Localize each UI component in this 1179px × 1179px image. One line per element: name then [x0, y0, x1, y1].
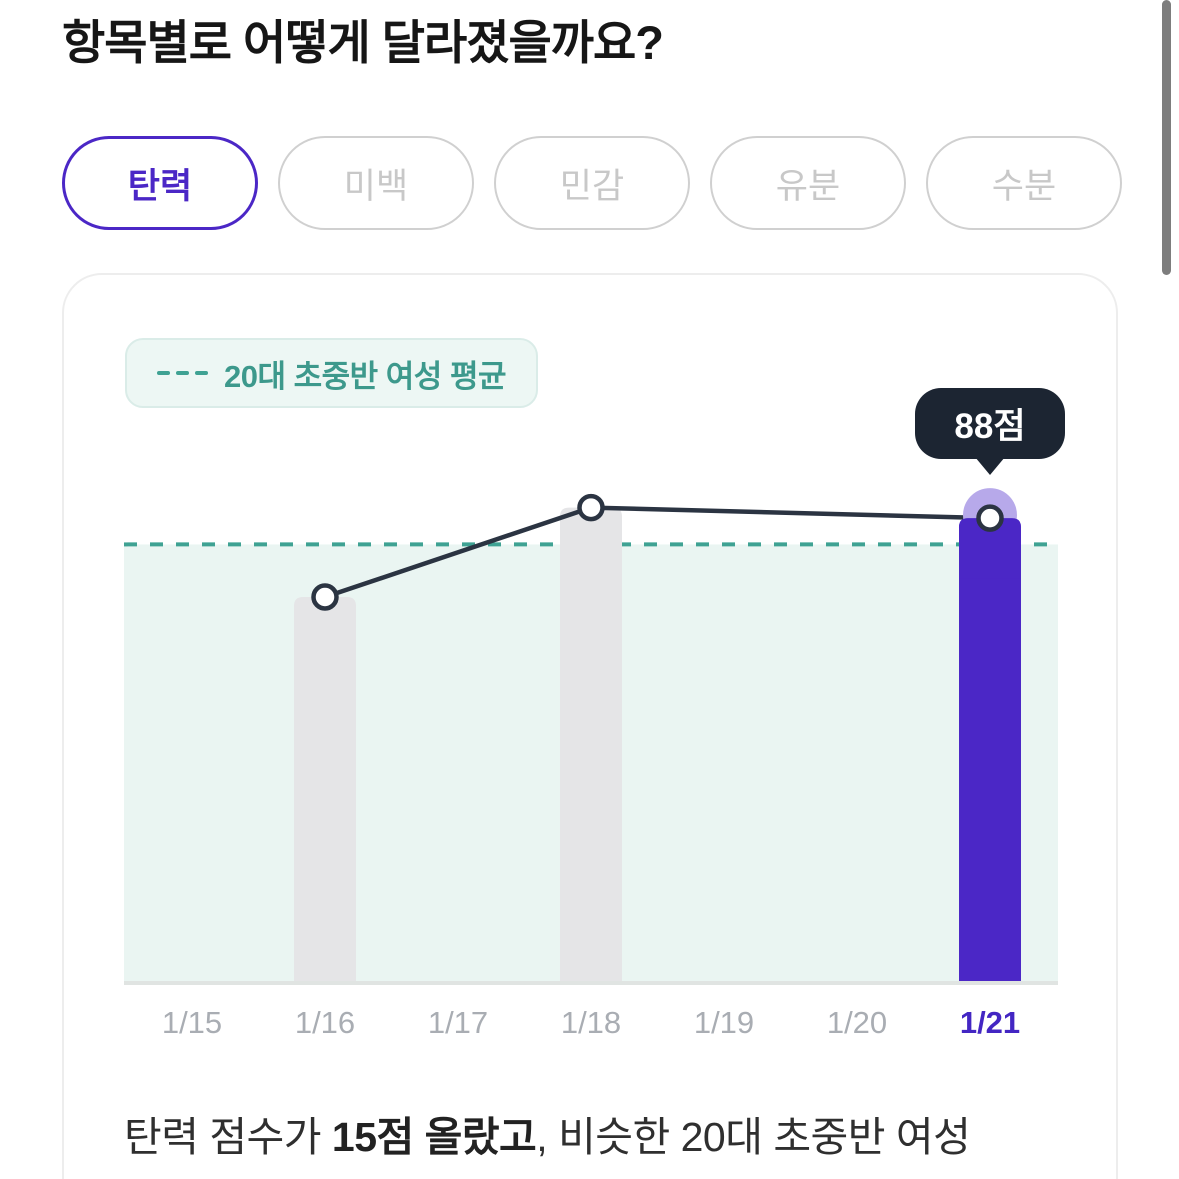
bar [294, 597, 356, 981]
tab-미백[interactable]: 미백 [278, 136, 474, 230]
x-axis-label-1/16: 1/16 [294, 1005, 356, 1040]
x-axis-label-1/17: 1/17 [427, 1005, 489, 1040]
data-point [577, 493, 605, 522]
summary-bold: 15점 올랐고 [331, 1114, 537, 1160]
summary-text: 탄력 점수가 15점 올랐고, 비슷한 20대 초중반 여성 [124, 1103, 1074, 1163]
x-axis-label-1/15: 1/15 [161, 1005, 223, 1040]
tab-수분[interactable]: 수분 [926, 136, 1122, 230]
data-point [976, 504, 1004, 532]
tab-유분[interactable]: 유분 [710, 136, 906, 230]
summary-prefix: 탄력 점수가 [124, 1114, 332, 1160]
tooltip-arrow-icon [975, 457, 1005, 475]
summary-suffix: , 비슷한 20대 초중반 여성 [536, 1114, 971, 1160]
tab-민감[interactable]: 민감 [494, 136, 690, 230]
x-axis-label-1/18: 1/18 [560, 1005, 622, 1040]
bar-highlight [959, 518, 1021, 981]
category-tabs: 탄력 미백 민감 유분 수분 [62, 136, 1122, 230]
score-chart-card: 20대 초중반 여성 평균 88점 1/15 1/16 1/17 1/18 1/19 1/… [62, 273, 1118, 1179]
page-title: 항목별로 어떻게 달라졌을까요? [62, 16, 664, 69]
legend-label: 20대 초중반 여성 평균 [224, 358, 506, 394]
x-axis-label-1/21: 1/21 [959, 1005, 1021, 1040]
scrollbar-thumb[interactable] [1162, 0, 1171, 275]
x-axis-label-1/20: 1/20 [826, 1005, 888, 1040]
score-tooltip: 88점 [915, 388, 1065, 475]
dashed-line-icon [157, 371, 208, 375]
x-axis-label-1/19: 1/19 [693, 1005, 755, 1040]
score-chart [124, 488, 1058, 985]
data-point [311, 583, 339, 611]
average-legend: 20대 초중반 여성 평균 [125, 338, 538, 408]
x-axis-labels: 1/15 1/16 1/17 1/18 1/19 1/20 1/21 [64, 1005, 1120, 1049]
bar-highlight-top [959, 518, 1021, 579]
bar [560, 507, 622, 981]
tooltip-label: 88점 [954, 407, 1026, 446]
tab-탄력[interactable]: 탄력 [62, 136, 258, 230]
